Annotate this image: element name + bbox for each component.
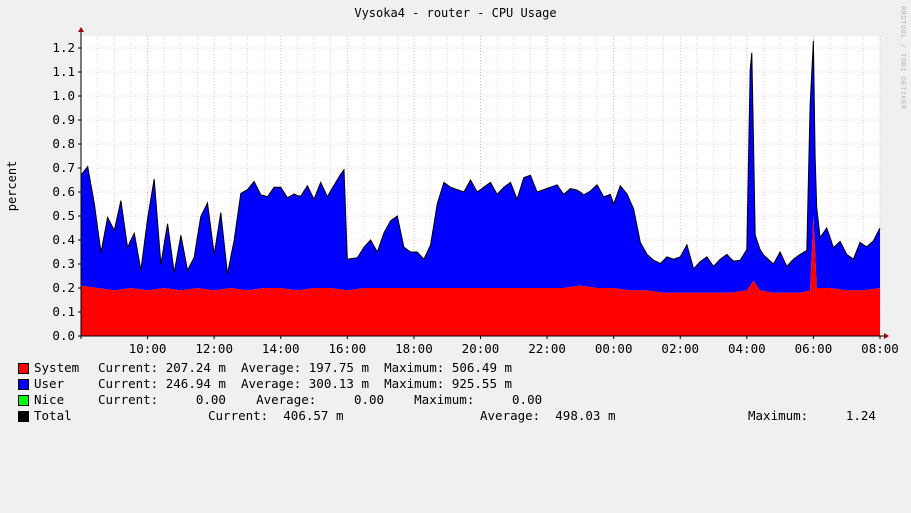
system-area <box>81 216 880 336</box>
chart-title: Vysoka4 - router - CPU Usage <box>354 6 557 20</box>
total-current: Current: 406.57 m <box>208 408 344 423</box>
y-tick-label: 0.8 <box>52 136 75 151</box>
x-tick-label: 04:00 <box>728 341 766 356</box>
legend-name: User <box>34 376 65 391</box>
x-axis-arrow <box>884 333 889 339</box>
x-tick-label: 14:00 <box>262 341 300 356</box>
legend-name: System <box>34 360 80 375</box>
legend-swatch-system <box>18 363 29 374</box>
x-tick-label: 00:00 <box>595 341 633 356</box>
y-axis-label: percent <box>5 161 19 212</box>
y-axis-arrow <box>78 27 84 32</box>
x-tick-label: 20:00 <box>462 341 500 356</box>
legend-swatch-total <box>18 411 29 422</box>
user-area <box>81 40 880 293</box>
x-tick-label: 16:00 <box>329 341 367 356</box>
x-tick-label: 12:00 <box>195 341 233 356</box>
y-tick-label: 0.5 <box>52 208 75 223</box>
y-tick-label: 0.9 <box>52 112 75 127</box>
y-tick-label: 0.7 <box>52 160 75 175</box>
y-tick-label: 0.1 <box>52 304 75 319</box>
legend-stats: Current: 0.00 Average: 0.00 Maximum: 0.0… <box>98 392 543 407</box>
total-average: Average: 498.03 m <box>480 408 616 423</box>
x-tick-label: 06:00 <box>795 341 833 356</box>
y-tick-label: 0.3 <box>52 256 75 271</box>
total-line <box>80 40 881 275</box>
legend-swatch-user <box>18 379 29 390</box>
y-tick-label: 0.4 <box>52 232 75 247</box>
x-tick-label: 10:00 <box>129 341 167 356</box>
x-tick-label: 18:00 <box>395 341 433 356</box>
legend-name: Total <box>34 408 72 423</box>
total-maximum: Maximum: 1.24 <box>748 408 876 423</box>
x-tick-label: 08:00 <box>861 341 899 356</box>
y-tick-label: 0.2 <box>52 280 75 295</box>
tick-labels: 0.0 0.1 0.2 0.3 0.4 0.5 0.6 0.7 0.8 0.9 1.0 1.1 1.2 1… <box>52 40 898 356</box>
legend-stats: Current: 246.94 m Average: 300.13 m Maxi… <box>98 376 513 391</box>
legend-row-total: Total Current: 406.57 m Average: 498.03 … <box>18 408 911 424</box>
legend-name: Nice <box>34 392 65 407</box>
legend-row-system: System Current: 207.24 m Average: 197.75… <box>18 360 512 376</box>
y-tick-label: 1.0 <box>52 88 75 103</box>
legend-row-nice: Nice Current: 0.00 Average: 0.00 Maximum… <box>18 392 542 408</box>
y-tick-label: 1.1 <box>52 64 75 79</box>
x-tick-label: 02:00 <box>661 341 699 356</box>
axes <box>78 27 889 339</box>
legend-swatch-nice <box>18 395 29 406</box>
data-areas <box>80 40 881 336</box>
legend-stats: Current: 207.24 m Average: 197.75 m Maxi… <box>98 360 513 375</box>
y-tick-label: 0.0 <box>52 328 75 343</box>
cpu-usage-chart: 0.0 0.1 0.2 0.3 0.4 0.5 0.6 0.7 0.8 0.9 1.0 1.1 1.2 1… <box>5 27 899 356</box>
legend-row-user: User Current: 246.94 m Average: 300.13 m… <box>18 376 512 392</box>
rrdtool-watermark: RRDTOOL / TOBI OETIKER <box>899 6 907 110</box>
x-tick-label: 22:00 <box>528 341 566 356</box>
y-tick-label: 0.6 <box>52 184 75 199</box>
legend: System Current: 207.24 m Average: 197.75… <box>0 360 911 432</box>
y-tick-label: 1.2 <box>52 40 75 55</box>
